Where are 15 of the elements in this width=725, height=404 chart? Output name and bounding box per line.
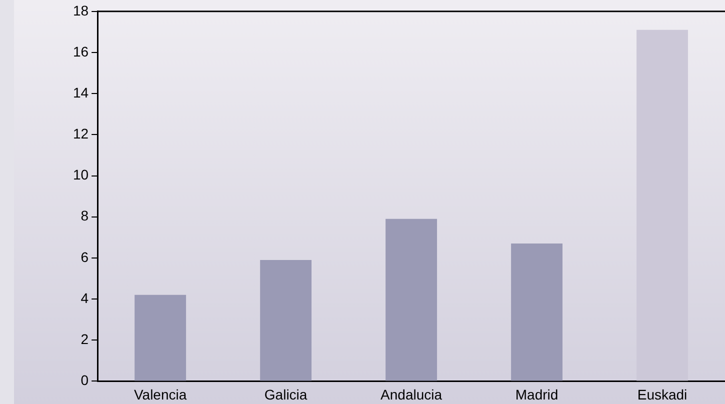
y-tick-label: 12 xyxy=(72,126,89,142)
x-tick-label: Euskadi xyxy=(637,386,688,402)
y-tick-label: 14 xyxy=(72,84,89,100)
y-tick-label: 2 xyxy=(80,330,89,347)
y-tick-label: 18 xyxy=(72,2,89,18)
x-tick-label: Andalucia xyxy=(380,386,442,402)
y-tick-label: 10 xyxy=(72,166,89,183)
x-tick-label: Valencia xyxy=(134,386,187,402)
y-tick-label: 0 xyxy=(80,372,89,388)
x-tick-label: Galicia xyxy=(264,386,308,402)
y-tick-label: 4 xyxy=(80,290,89,306)
y-tick-label: 8 xyxy=(80,208,89,224)
y-tick-label: 16 xyxy=(72,43,89,60)
x-tick-label: Madrid xyxy=(515,386,558,402)
y-tick-label: 6 xyxy=(80,248,89,265)
